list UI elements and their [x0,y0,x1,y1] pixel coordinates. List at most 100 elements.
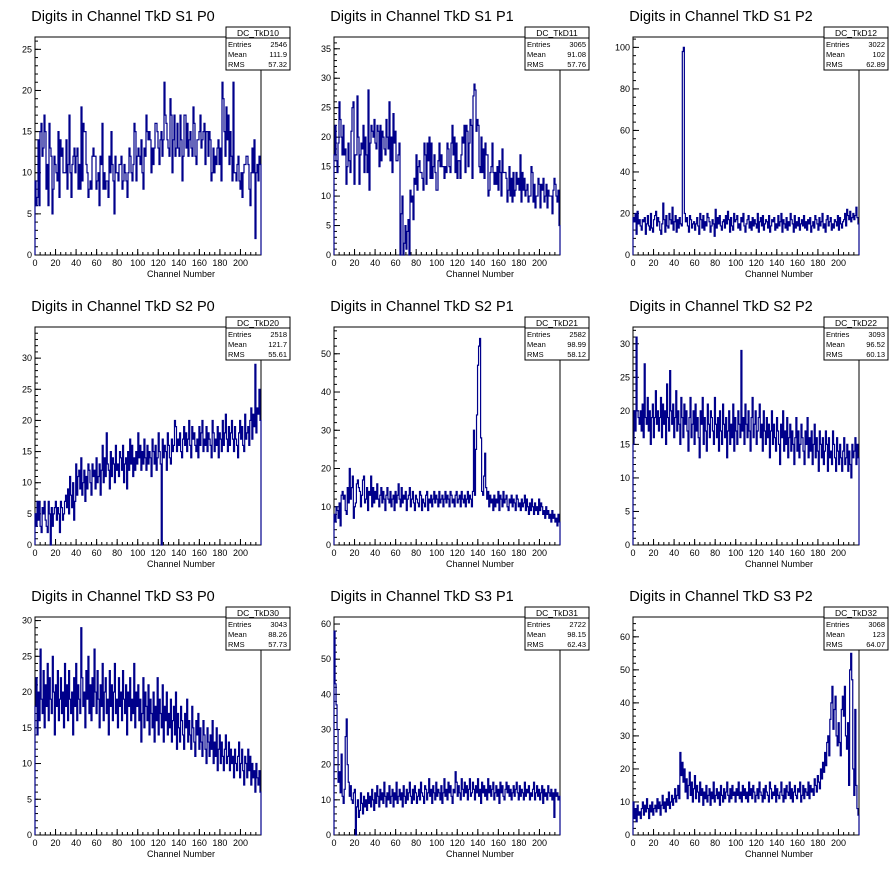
y-tick-label: 0 [27,830,32,840]
stats-value: 91.08 [567,50,586,59]
y-tick-label: 10 [22,168,32,178]
stats-value: 111.9 [269,50,287,59]
x-tick-label: 100 [429,548,444,558]
y-tick-label: 30 [22,616,32,626]
x-tick-label: 200 [831,258,846,268]
stats-box [225,316,291,361]
y-tick-label: 10 [620,797,630,807]
stats-value: 121.7 [268,340,287,349]
y-tick-label: 30 [321,725,331,735]
y-tick-label: 10 [22,478,32,488]
x-tick-label: 100 [130,838,145,848]
x-tick-label: 80 [411,548,421,558]
stats-label: Mean [826,50,845,59]
chart-panel-8: Digits in Channel TkD S3 P10 20 40 60 80 100 1… [321,589,590,859]
y-tick-label: 5 [27,509,32,519]
x-tick-label: 160 [790,258,805,268]
stats-label: Entries [228,330,252,339]
x-tick-label: 80 [112,258,122,268]
chart-panel-2: Digits in Channel TkD S1 P10 20 40 60 80 100 1… [321,9,590,279]
chart-title: Digits in Channel TkD S2 P2 [629,299,813,315]
y-tick-label: 10 [321,795,331,805]
y-tick-label: 60 [620,632,630,642]
stats-value: 98.99 [567,340,586,349]
x-tick-label: 120 [749,258,764,268]
x-tick-label: 140 [171,258,186,268]
y-tick-label: 50 [321,654,331,664]
x-tick-label: 40 [669,838,679,848]
stats-value: 2582 [569,330,586,339]
y-tick-label: 0 [27,250,32,260]
stats-label: Mean [826,630,845,639]
histogram-line [34,81,262,255]
stats-label: RMS [826,350,843,359]
x-tick-label: 100 [728,258,743,268]
stats-label: Mean [527,630,546,639]
x-tick-label: 160 [192,838,207,848]
histogram-line [34,363,262,546]
y-tick-label: 5 [27,209,32,219]
x-tick-label: 120 [151,548,166,558]
x-tick-label: 20 [649,548,659,558]
y-tick-label: 20 [321,132,331,142]
x-tick-label: 60 [690,258,700,268]
y-tick-label: 5 [326,221,331,231]
x-axis-label: Channel Number [147,269,215,279]
x-tick-label: 60 [690,838,700,848]
histogram-line [632,336,860,545]
x-tick-label: 100 [130,548,145,558]
x-tick-label: 100 [429,258,444,268]
x-tick-label: 0 [32,548,37,558]
y-tick-label: 20 [22,687,32,697]
stats-value: 3043 [270,620,287,629]
y-tick-label: 25 [321,103,331,113]
x-tick-label: 20 [350,838,360,848]
stats-value: 57.76 [567,60,586,69]
x-tick-label: 120 [450,838,465,848]
y-tick-label: 0 [326,540,331,550]
stats-box [823,606,889,651]
chart-panel-9: Digits in Channel TkD S3 P20 20 40 60 80 100 1… [620,589,889,859]
stats-value: 88.26 [268,630,287,639]
stats-value: 64.07 [866,640,885,649]
stats-value: 3068 [868,620,885,629]
stats-box [524,26,590,71]
x-tick-label: 100 [429,838,444,848]
x-tick-label: 40 [370,838,380,848]
y-tick-label: 50 [321,349,331,359]
x-tick-label: 140 [769,838,784,848]
y-tick-label: 35 [321,44,331,54]
y-tick-label: 20 [321,760,331,770]
stats-value: 60.13 [866,350,885,359]
x-tick-label: 140 [769,258,784,268]
x-tick-label: 20 [350,258,360,268]
x-tick-label: 0 [331,548,336,558]
stats-label: Entries [228,620,252,629]
x-tick-label: 80 [411,258,421,268]
x-tick-label: 120 [749,548,764,558]
x-tick-label: 140 [470,258,485,268]
stats-label: Entries [527,40,551,49]
x-tick-label: 160 [491,838,506,848]
y-tick-label: 30 [620,339,630,349]
x-tick-label: 140 [171,548,186,558]
x-tick-label: 0 [630,838,635,848]
y-tick-label: 15 [22,447,32,457]
stats-name: DC_TkD10 [237,28,279,38]
stats-value: 3022 [868,40,885,49]
x-tick-label: 140 [470,838,485,848]
y-tick-label: 0 [625,250,630,260]
stats-value: 2546 [270,40,287,49]
stats-label: RMS [228,640,245,649]
x-axis-label: Channel Number [147,559,215,569]
y-tick-label: 100 [615,42,630,52]
stats-value: 96.52 [866,340,885,349]
stats-box [225,606,291,651]
x-axis-label: Channel Number [147,849,215,859]
y-tick-label: 10 [321,191,331,201]
y-tick-label: 15 [22,723,32,733]
x-tick-label: 40 [71,838,81,848]
stats-label: Entries [826,330,850,339]
stats-label: RMS [527,350,544,359]
stats-value: 123 [872,630,885,639]
